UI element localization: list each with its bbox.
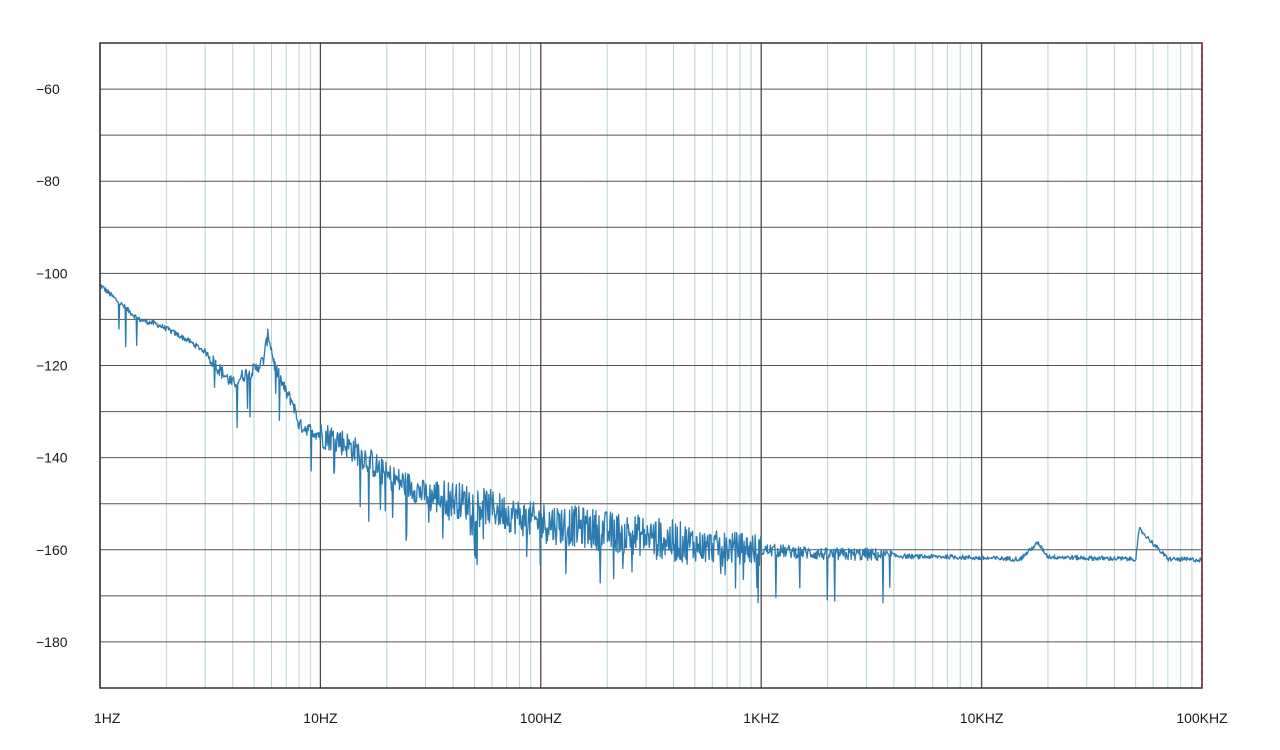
x-tick-label: 100HZ [520, 710, 562, 726]
y-tick-label: −160 [36, 542, 68, 558]
trace-layer [99, 283, 1203, 604]
y-tick-label: −100 [36, 265, 68, 281]
y-tick-label: −180 [36, 634, 68, 650]
y-tick-label: −120 [36, 358, 68, 374]
x-axis-labels: 1HZ 10HZ 100HZ 1KHZ 10KHZ 100KHZ [94, 710, 1228, 726]
y-tick-label: −60 [36, 81, 60, 97]
series-line [99, 283, 1203, 604]
x-tick-label: 1KHZ [743, 710, 779, 726]
y-axis-labels: −60 −80 −100 −120 −140 −160 −180 [36, 81, 68, 650]
y-tick-label: −80 [36, 173, 60, 189]
y-tick-label: −140 [36, 450, 68, 466]
x-tick-label: 100KHZ [1176, 710, 1228, 726]
x-tick-label: 10HZ [303, 710, 338, 726]
x-tick-label: 10KHZ [960, 710, 1004, 726]
x-tick-label: 1HZ [94, 710, 121, 726]
